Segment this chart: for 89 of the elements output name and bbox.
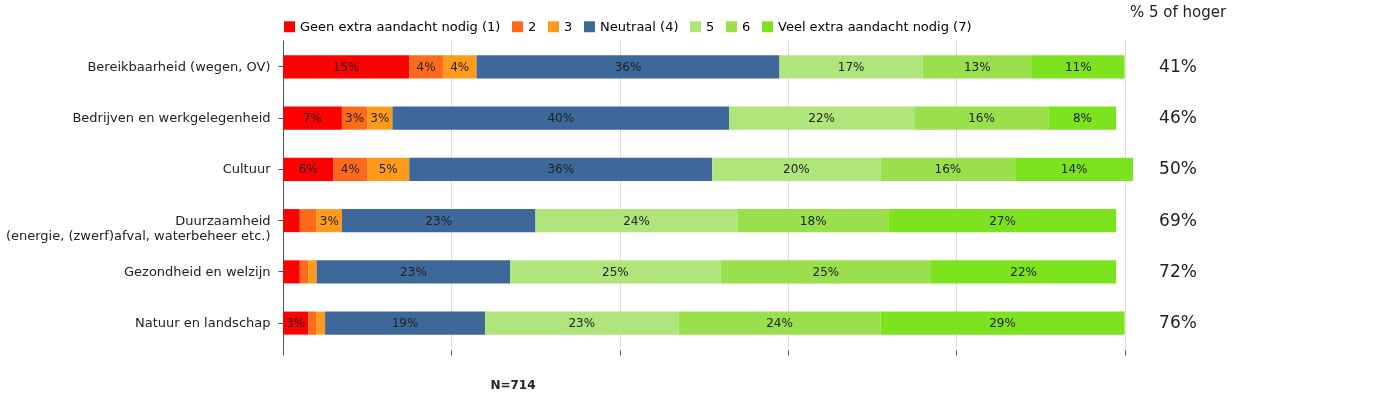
data-label: 19% (391, 316, 419, 331)
bar (729, 106, 915, 130)
data-label: 15% (332, 59, 360, 74)
text: % 5 of hoger (1129, 3, 1227, 21)
bar (392, 106, 730, 130)
y-tick-label: Natuur en landschap (134, 315, 271, 331)
legend-label: 2 (528, 18, 537, 34)
y-tick-label: Cultuur (222, 161, 272, 177)
bar (299, 209, 317, 233)
text: N=714 (490, 378, 536, 392)
y-tick-label: Duurzaamheid (energie, (zwerf)afval, waterbeheer etc.) (5, 212, 271, 243)
text: 46% (1159, 107, 1197, 128)
data-label: 27% (989, 213, 1016, 228)
y-tick-label: Bereikbaarheid (wegen, OV) (87, 58, 271, 74)
data-label: 8% (1072, 111, 1093, 126)
bar (712, 157, 881, 181)
data-label: 14% (1060, 162, 1088, 177)
data-label: 29% (989, 316, 1016, 331)
bar (308, 260, 317, 284)
data-label: 24% (766, 316, 793, 331)
legend-label: 5 (706, 18, 715, 34)
text: 50% (1159, 158, 1197, 179)
bar (283, 260, 300, 284)
data-label: 18% (799, 213, 827, 228)
bar (914, 106, 1049, 130)
data-label: 23% (400, 264, 427, 279)
bar (931, 260, 1117, 284)
bar (678, 311, 881, 335)
bar (409, 157, 713, 181)
legend-label: Geen extra aandacht nodig (1) (300, 18, 501, 34)
bar (283, 209, 300, 233)
data-label: 23% (568, 316, 596, 331)
data-label: 4% (450, 59, 470, 74)
y-tick-label: Gezondheid en welzijn (124, 263, 271, 279)
data-label: 6% (298, 162, 318, 177)
data-label: 40% (547, 111, 575, 126)
bar (325, 311, 485, 335)
bar (476, 55, 780, 79)
bar (1032, 55, 1125, 79)
data-label: 25% (602, 264, 629, 279)
legend-label: 6 (742, 18, 751, 34)
data-label: 7% (302, 111, 322, 126)
data-label: 36% (547, 162, 575, 177)
bar (880, 311, 1125, 335)
data-label: 4% (340, 162, 360, 177)
data-label: 3% (370, 111, 390, 126)
text: 41% (1159, 55, 1197, 76)
legend-label: 3 (564, 18, 573, 34)
bar (341, 209, 536, 233)
data-label: 36% (614, 59, 642, 74)
data-label: 22% (1010, 264, 1037, 279)
data-label: 3% (319, 213, 339, 228)
text: 69% (1159, 209, 1197, 230)
legend-label: Neutraal (4) (600, 18, 679, 34)
data-label: 3% (286, 316, 306, 331)
bar (779, 55, 923, 79)
bar (484, 311, 679, 335)
bar (316, 260, 511, 284)
bar (316, 311, 326, 335)
bar (922, 55, 1033, 79)
data-label: 20% (783, 162, 810, 177)
data-label: 13% (963, 59, 991, 74)
bar (1048, 106, 1117, 130)
text: 72% (1159, 260, 1197, 281)
bar (1015, 157, 1133, 181)
bar (888, 209, 1117, 233)
data-label: 23% (425, 213, 453, 228)
legend-label: Veel extra aandacht nodig (7) (778, 18, 972, 34)
data-label: 11% (1064, 59, 1092, 74)
data-label: 22% (808, 111, 835, 126)
bar (535, 209, 738, 233)
data-label: 5% (378, 162, 398, 177)
data-label: 25% (812, 264, 840, 279)
bar (737, 209, 889, 233)
y-tick-label: Bedrijven en werkgelegenheid (72, 110, 271, 126)
bar (510, 260, 721, 284)
bar (720, 260, 932, 284)
data-label: 17% (837, 59, 865, 74)
bar (283, 55, 410, 79)
data-label: 3% (345, 111, 365, 126)
data-label: 16% (934, 162, 962, 177)
bar (308, 311, 317, 335)
data-label: 4% (416, 59, 436, 74)
data-label: 24% (623, 213, 650, 228)
bar (299, 260, 309, 284)
bar (283, 106, 342, 130)
bar (880, 157, 1016, 181)
text: 76% (1159, 312, 1197, 333)
data-label: 16% (968, 111, 995, 126)
